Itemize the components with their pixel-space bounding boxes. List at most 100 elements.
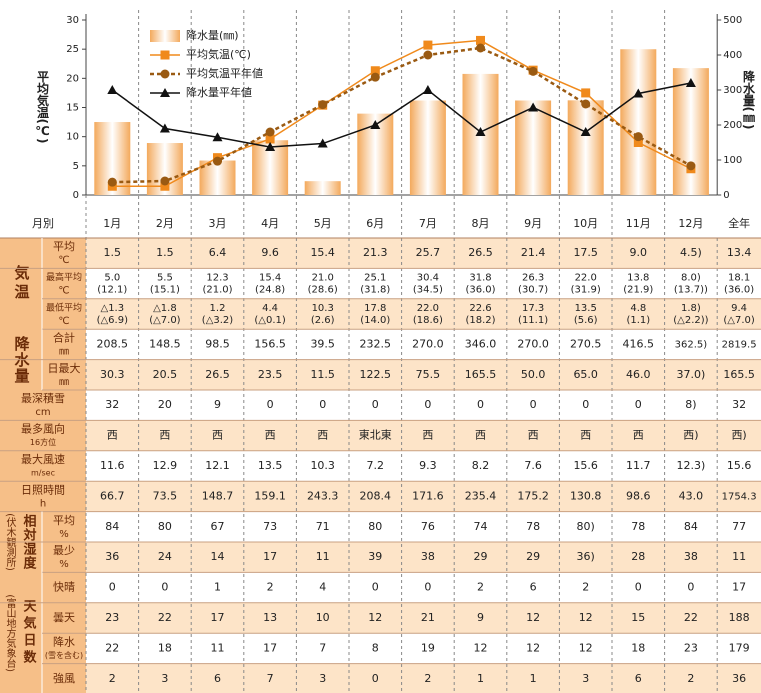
- cell-text: (△7.0): [149, 315, 180, 326]
- cell-text: 8: [372, 641, 379, 654]
- cell-text: 175.2: [517, 489, 549, 502]
- cell-text: 30.4: [417, 273, 439, 284]
- cell-text: 38: [421, 550, 435, 563]
- row-label: 日照時間: [21, 483, 65, 496]
- cell-text: (2.6): [311, 315, 335, 326]
- row-stripe: [86, 602, 761, 634]
- legend-swatch: [150, 30, 180, 42]
- month-label: 7月: [419, 217, 437, 230]
- cell-text: (21.9): [623, 285, 653, 296]
- cell-text: 2: [424, 672, 431, 685]
- cell-text: 17.8: [364, 303, 386, 314]
- marker: [213, 156, 222, 166]
- cell-text: 15.4: [259, 273, 281, 284]
- cell-text: (36.0): [724, 285, 754, 296]
- cell-text: 西: [159, 429, 170, 442]
- cell-text: 4.4: [262, 303, 278, 314]
- row-stripe: [86, 481, 761, 512]
- cell-text: 13.5: [258, 459, 283, 472]
- row-label: 曇天: [53, 611, 75, 624]
- cell-text: (△7.0): [723, 315, 754, 326]
- y-tick-label: 10: [66, 132, 79, 143]
- cell-text: 15.6: [727, 459, 752, 472]
- cell-text: (18.2): [465, 315, 495, 326]
- cell-text: 0: [687, 581, 694, 594]
- cell-text: 2: [267, 581, 274, 594]
- cell-text: 36): [577, 550, 595, 563]
- cell-text: 13.8: [627, 273, 649, 284]
- cell-text: 17: [732, 581, 746, 594]
- cell-text: 74: [474, 520, 488, 533]
- cell-text: 208.5: [97, 337, 129, 350]
- cell-text: 8): [685, 398, 696, 411]
- month-label: 6月: [366, 217, 384, 230]
- cell-text: 10: [316, 611, 330, 624]
- month-label: 11月: [626, 217, 651, 230]
- cell-text: 0: [477, 398, 484, 411]
- cell-text: 23: [105, 611, 119, 624]
- cell-text: 270.0: [412, 337, 444, 350]
- cell-text: 243.3: [307, 489, 339, 502]
- cell-text: 7.6: [524, 459, 542, 472]
- row-stripe: [86, 663, 761, 693]
- cell-text: 11: [316, 550, 330, 563]
- cell-text: (△3.2): [202, 315, 233, 326]
- cell-text: 32: [105, 398, 119, 411]
- cell-text: 29: [474, 550, 488, 563]
- cell-text: 156.5: [254, 337, 286, 350]
- cell-text: (14.0): [360, 315, 390, 326]
- cell-text: 15: [631, 611, 645, 624]
- marker: [633, 88, 644, 98]
- marker: [265, 134, 275, 144]
- cell-text: 8.0): [681, 273, 701, 284]
- cell-text: 12: [579, 641, 593, 654]
- marker: [581, 88, 591, 98]
- month-label: 12月: [678, 217, 703, 230]
- cell-text: 1754.3: [722, 491, 757, 502]
- cell-text: 1: [214, 581, 221, 594]
- cell-text: 12.1: [205, 459, 230, 472]
- cell-text: 65.0: [573, 368, 598, 381]
- cell-text: 0: [530, 398, 537, 411]
- cell-text: 9.4: [731, 303, 747, 314]
- marker: [423, 50, 433, 60]
- cell-text: 12.9: [153, 459, 178, 472]
- cell-text: 10.3: [310, 459, 335, 472]
- bar: [567, 100, 604, 195]
- marker: [581, 99, 591, 109]
- cell-text: 13.4: [727, 246, 752, 259]
- cell-text: 37.0): [677, 368, 706, 381]
- marker: [422, 85, 433, 94]
- cell-text: 84: [684, 520, 698, 533]
- y2-tick-label: 200: [723, 120, 742, 131]
- cell-text: 76: [421, 520, 435, 533]
- cell-text: 208.4: [360, 489, 392, 502]
- cell-text: 3: [582, 672, 589, 685]
- month-label: 10月: [573, 217, 598, 230]
- row-unit: ℃: [58, 255, 69, 266]
- marker: [476, 35, 485, 45]
- cell-text: (36.0): [465, 285, 495, 296]
- legend-label: 平均気温平年値: [186, 66, 263, 80]
- cell-text: 14: [211, 550, 225, 563]
- row-label: 最大風速: [21, 452, 65, 466]
- cell-text: (28.6): [308, 285, 338, 296]
- cell-text: 東北東: [359, 429, 392, 442]
- row-unit: (雪を含む): [45, 650, 83, 660]
- marker: [107, 85, 118, 94]
- bar: [409, 100, 446, 195]
- cell-text: 17: [211, 611, 225, 624]
- cell-text: 西: [212, 429, 223, 442]
- cell-text: (5.6): [574, 315, 598, 326]
- y2-tick-label: 0: [723, 190, 729, 201]
- row-label: 最少: [53, 544, 75, 557]
- marker: [265, 127, 275, 137]
- cell-text: (13.7)): [674, 285, 708, 296]
- cell-text: 9.0: [630, 246, 648, 259]
- cell-text: 0: [635, 581, 642, 594]
- cell-text: 26.5: [205, 368, 230, 381]
- cell-text: 13: [263, 611, 277, 624]
- month-label: 5月: [314, 217, 332, 230]
- cell-text: 12: [474, 641, 488, 654]
- line: [112, 46, 692, 184]
